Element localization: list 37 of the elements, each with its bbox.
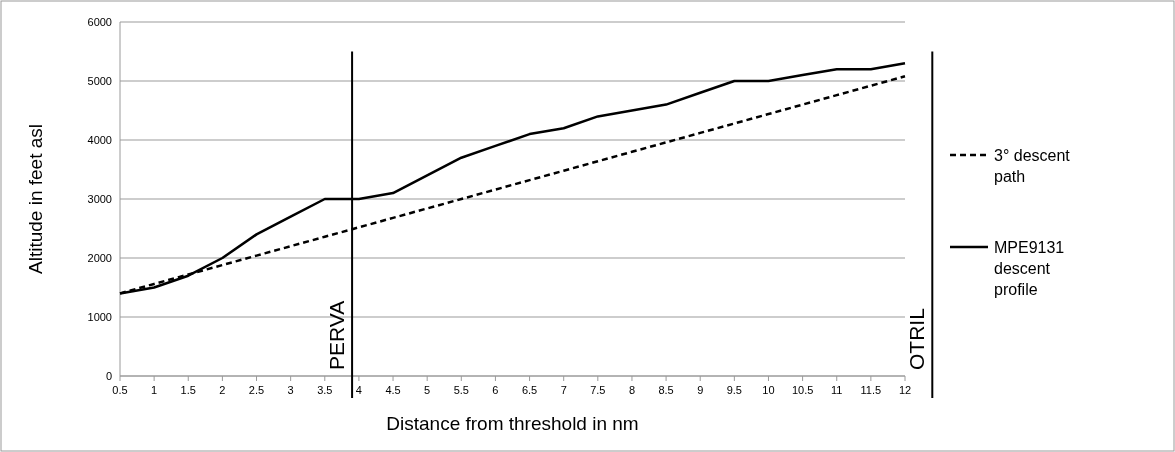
y-tick-label: 3000 (87, 193, 112, 205)
x-tick-label: 8 (628, 384, 636, 396)
y-tick-label: 4000 (87, 134, 112, 146)
y-tick-label: 5000 (87, 75, 112, 87)
x-tick-label: 1.5 (180, 384, 196, 396)
x-tick-label: 10 (762, 384, 775, 396)
x-tick-label: 6 (492, 384, 499, 396)
x-tick-label: 12 (898, 384, 912, 396)
x-axis-title: Distance from threshold in nm (386, 413, 639, 434)
ref-line-label: PERVA (325, 300, 349, 370)
x-tick-label: 9.5 (726, 384, 742, 396)
x-tick-label: 10.5 (791, 384, 814, 396)
x-tick-label: 7.5 (590, 384, 606, 396)
legend-label: MPE9131 descent profile (994, 239, 1065, 298)
x-tick-label: 7 (560, 384, 567, 396)
x-tick-label: 0.5 (112, 384, 128, 396)
y-tick-label: 2000 (87, 252, 112, 264)
x-tick-label: 3.5 (317, 384, 333, 396)
x-tick-label: 4 (355, 384, 362, 396)
x-tick-label: 1 (151, 384, 158, 396)
y-tick-label: 6000 (87, 16, 112, 28)
x-tick-label: 8.5 (658, 384, 674, 396)
x-tick-label: 4.5 (385, 384, 401, 396)
x-tick-label: 2.5 (248, 384, 265, 396)
legend-label: 3° descent path (994, 147, 1071, 185)
y-tick-label: 1000 (87, 311, 112, 323)
x-tick-label: 11.5 (860, 384, 882, 396)
x-tick-label: 11 (831, 384, 843, 396)
y-tick-label: 0 (105, 370, 112, 382)
x-tick-label: 5 (424, 384, 431, 396)
x-tick-label: 2 (219, 384, 226, 396)
ref-line-label: OTRIL (905, 308, 929, 370)
x-tick-label: 5.5 (453, 384, 469, 396)
x-tick-label: 9 (697, 384, 704, 396)
x-tick-label: 3 (287, 384, 294, 396)
y-axis-title: Altitude in feet asl (25, 124, 46, 274)
x-tick-label: 6.5 (521, 384, 538, 396)
